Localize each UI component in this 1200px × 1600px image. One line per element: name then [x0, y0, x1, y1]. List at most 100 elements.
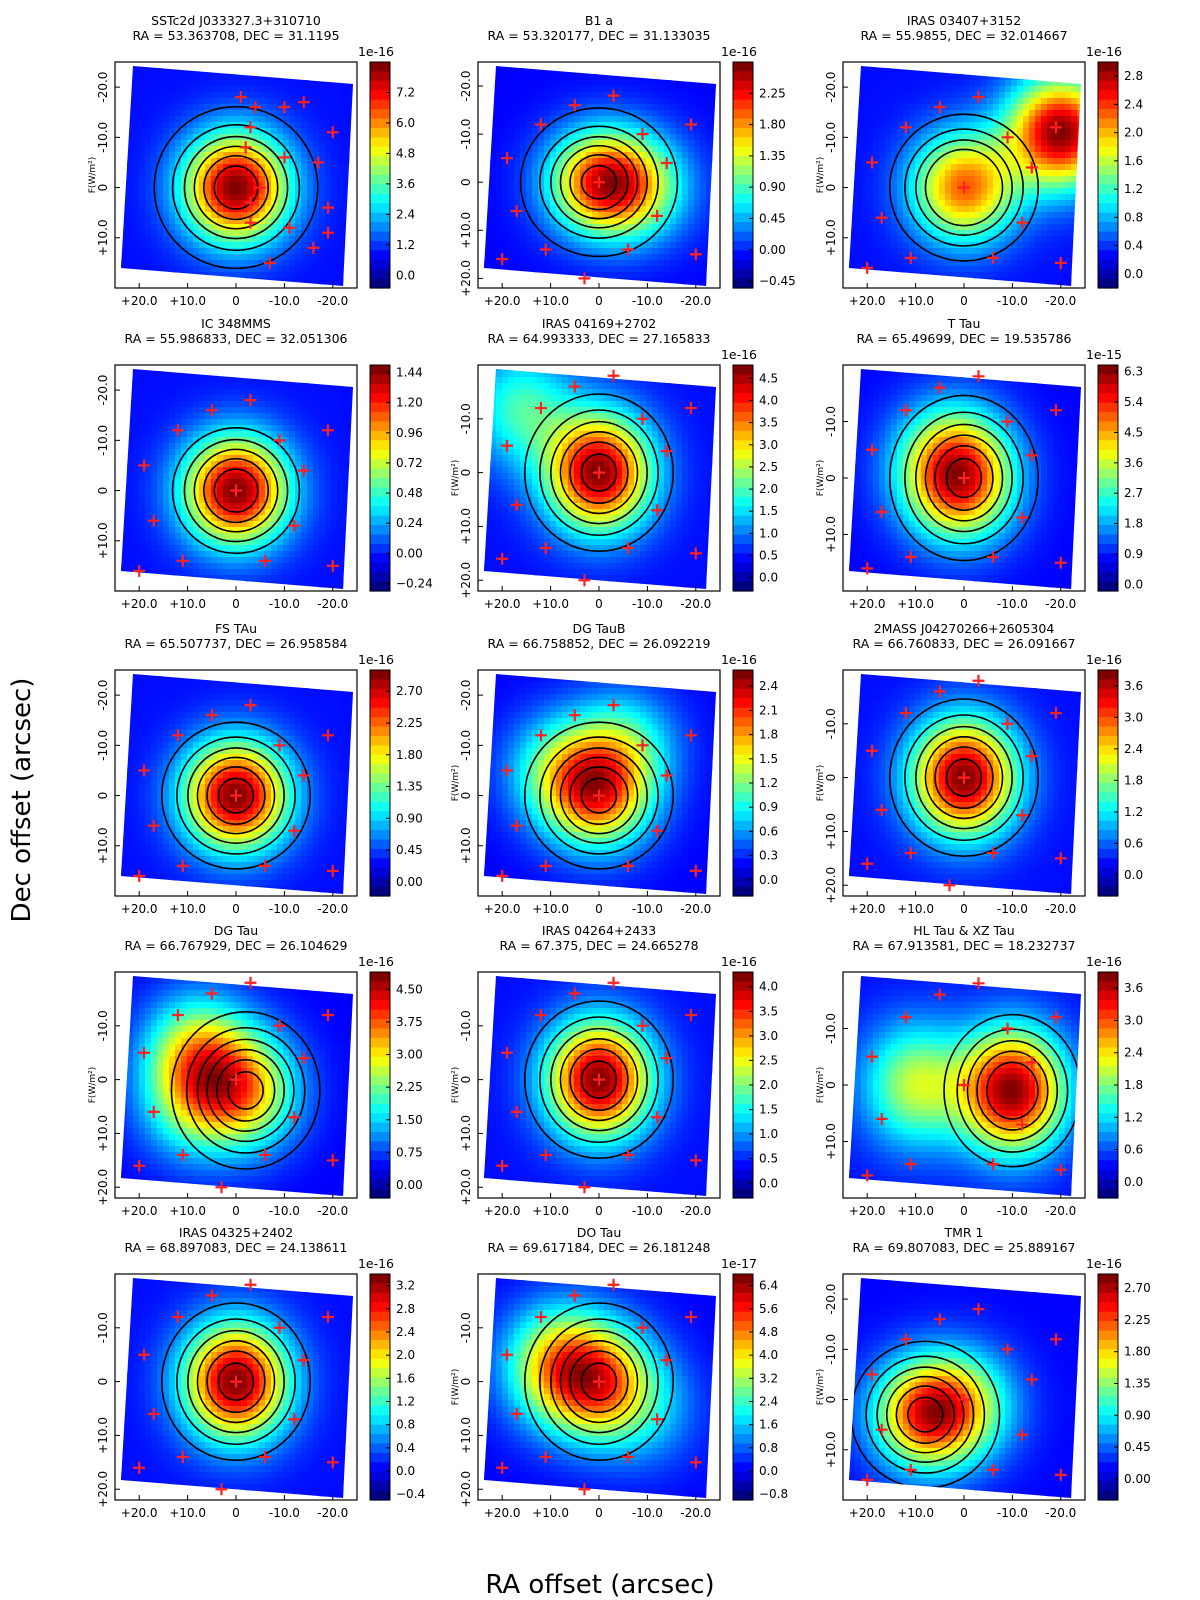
panel-coordinates: RA = 69.807083, DEC = 25.889167	[853, 1240, 1076, 1255]
pointing-cross	[297, 769, 310, 782]
colorbar-tick-label: 7.2	[396, 85, 415, 99]
contour-level	[888, 394, 1040, 562]
colorbar-tick-label: 2.4	[396, 1325, 415, 1339]
pointing-markers	[861, 674, 1067, 892]
y-tick-label: -10.0	[824, 406, 838, 437]
y-tick-label: -10.0	[96, 425, 110, 456]
colorbar-tick-label: 0.5	[759, 549, 778, 563]
pointing-cross	[622, 541, 635, 554]
x-tick-label: -10.0	[632, 294, 663, 308]
pointing-cross	[230, 1375, 242, 1388]
pointing-cross	[244, 394, 257, 407]
x-tick-label: +10.0	[532, 1204, 569, 1218]
pointing-cross	[875, 1112, 888, 1125]
pointing-markers	[133, 699, 339, 882]
pointing-cross	[875, 211, 888, 224]
pointing-cross	[578, 1181, 591, 1194]
y-tick-label: +10.0	[459, 827, 473, 864]
contour-level	[580, 1060, 618, 1099]
x-tick-label: +20.0	[849, 1204, 886, 1218]
colorbar-tick-label: 0.4	[396, 1441, 415, 1455]
pointing-cross	[1054, 556, 1067, 569]
panel-title: IRAS 04169+2702	[542, 316, 656, 331]
colorbar-tick-label: 1.80	[759, 118, 786, 132]
x-tick-label: +10.0	[897, 902, 934, 916]
x-tick-label: +20.0	[484, 1204, 521, 1218]
pointing-cross	[904, 1463, 917, 1476]
pointing-cross	[534, 118, 547, 131]
contour-level	[193, 448, 279, 533]
y-tick-label: 0	[824, 1081, 838, 1089]
figure-x-axis-label: RA offset (arcsec)	[485, 1570, 714, 1600]
y-tick-label: +20.0	[459, 260, 473, 297]
colorbar-tick-label: 2.25	[396, 716, 423, 730]
x-tick-label: -20.0	[680, 597, 711, 611]
contours	[523, 721, 675, 870]
contour-level	[904, 411, 1024, 545]
pointing-cross	[176, 859, 189, 872]
flux-axis-label: F(W/m²)	[88, 1067, 98, 1104]
colorbar-tick-label: 0.90	[396, 811, 423, 825]
x-tick-label: -10.0	[269, 597, 300, 611]
flux-map	[849, 369, 1081, 589]
y-tick-label: -10.0	[459, 730, 473, 761]
colorbar-tick-label: 0.4	[1124, 239, 1143, 253]
pointing-cross	[622, 1148, 635, 1161]
contour-level	[865, 1355, 986, 1474]
pointing-cross	[972, 674, 985, 687]
flux-map	[484, 369, 716, 589]
y-tick-label: -20.0	[96, 72, 110, 103]
colorbar-scale: 1e-16	[358, 954, 394, 969]
colorbar-tick-label: 1.2	[759, 776, 778, 790]
y-tick-label: 0	[824, 474, 838, 482]
y-tick-label: 0	[824, 184, 838, 192]
colorbar-frame	[369, 1273, 391, 1501]
contour-level	[523, 393, 675, 553]
pointing-cross	[1054, 256, 1067, 269]
pointing-cross	[259, 859, 272, 872]
pointing-cross	[607, 1278, 620, 1291]
y-tick-label: -10.0	[824, 122, 838, 153]
pointing-cross	[899, 121, 912, 134]
pointing-cross	[1049, 1333, 1062, 1346]
pointing-cross	[539, 541, 552, 554]
y-tick-label: 0	[459, 1378, 473, 1386]
pointing-cross	[622, 1450, 635, 1463]
colorbar-tick-label: 3.6	[1124, 981, 1143, 995]
colorbar-scale: 1e-16	[358, 1256, 394, 1271]
pointing-cross	[987, 1158, 1000, 1171]
x-tick-label: +10.0	[169, 294, 206, 308]
pointing-cross	[636, 412, 649, 425]
colorbar-tick-label: 4.0	[759, 980, 778, 994]
colorbar-tick-label: 4.8	[759, 1325, 778, 1339]
pointing-cross	[1054, 1163, 1067, 1176]
colorbar-tick-label: 0.0	[759, 571, 778, 585]
contour-level	[193, 145, 279, 230]
colorbar-frame	[369, 971, 391, 1199]
y-tick-label: 0	[824, 1396, 838, 1404]
colorbar-tick-label: 1.80	[396, 748, 423, 762]
y-tick-label: +10.0	[96, 1417, 110, 1454]
x-tick-label: 0	[595, 597, 603, 611]
colorbar-tick-label: 1.2	[396, 238, 415, 252]
contour-level	[976, 1050, 1049, 1131]
pointing-cross	[510, 498, 523, 511]
panel-coordinates: RA = 53.363708, DEC = 31.1195	[132, 28, 339, 43]
contours	[160, 1302, 312, 1462]
x-tick-label: +20.0	[121, 597, 158, 611]
panel-coordinates: RA = 55.986833, DEC = 32.051306	[125, 331, 348, 346]
pointing-cross	[273, 434, 286, 447]
colorbar-scale: 1e-16	[1086, 652, 1122, 667]
colorbar-frame	[732, 61, 754, 289]
pointing-cross	[1016, 216, 1029, 229]
pointing-cross	[1016, 1118, 1029, 1131]
panel-title: IRAS 04325+2402	[179, 1225, 293, 1240]
contour-level	[559, 756, 639, 835]
contour-level	[176, 736, 296, 855]
pointing-cross	[138, 1348, 151, 1361]
pointing-cross	[933, 101, 946, 114]
flux-axis-label: F(W/m²)	[816, 157, 826, 194]
contour-level	[580, 777, 618, 814]
y-tick-label: -10.0	[459, 1010, 473, 1041]
